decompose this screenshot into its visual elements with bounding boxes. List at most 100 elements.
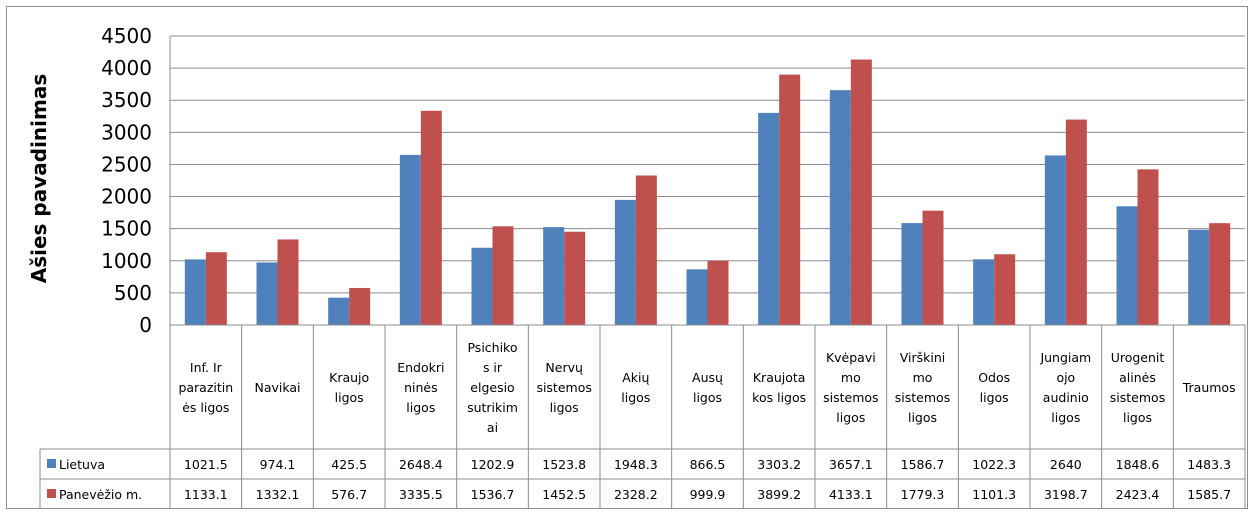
legend-label: Panevėžio m.: [59, 487, 142, 502]
category-label: Kvėpavi: [826, 350, 876, 365]
y-tick-label: 4500: [101, 24, 152, 48]
category-label: ligos: [621, 390, 650, 405]
bar-panevezio: [994, 254, 1016, 325]
category-label: mo: [841, 370, 861, 385]
category-label: Ausų: [692, 370, 723, 385]
category-label: Inf. Ir: [190, 360, 223, 375]
data-value-label: 1523.8: [542, 457, 586, 472]
data-value-label: 1452.5: [542, 487, 586, 502]
bar-panevezio: [420, 110, 442, 326]
y-tick-label: 4000: [101, 56, 152, 80]
y-axis-title: Ašies pavadinimas: [27, 74, 51, 284]
bar-lietuva: [399, 154, 421, 325]
bar-lietuva: [543, 227, 565, 325]
bar-panevezio: [205, 252, 227, 325]
bar-lietuva: [829, 90, 851, 326]
bar-panevezio: [635, 175, 657, 325]
data-value-label: 425.5: [331, 457, 367, 472]
data-value-label: 2648.4: [399, 457, 443, 472]
category-label: Odos: [978, 370, 1010, 385]
y-tick-label: 0: [139, 313, 152, 337]
category-label: Akių: [622, 370, 649, 385]
category-label: ės ligos: [182, 400, 229, 415]
data-value-label: 1332.1: [256, 487, 300, 502]
bar-lietuva: [1044, 155, 1066, 325]
bar-lietuva: [901, 223, 923, 325]
bar-lietuva: [1116, 206, 1138, 325]
category-label: sistemos: [895, 390, 950, 405]
category-label: audinio: [1043, 390, 1089, 405]
data-value-label: 3657.1: [829, 457, 873, 472]
bar-panevezio: [492, 226, 514, 325]
data-value-label: 1536.7: [471, 487, 515, 502]
y-tick-label: 2000: [101, 185, 152, 209]
category-label: ninės: [404, 380, 438, 395]
data-value-label: 3303.2: [757, 457, 801, 472]
data-value-label: 1585.7: [1187, 487, 1231, 502]
category-label: ligos: [693, 390, 722, 405]
data-value-label: 1202.9: [471, 457, 515, 472]
bar-panevezio: [1209, 223, 1231, 325]
data-value-label: 3335.5: [399, 487, 443, 502]
bar-lietuva: [256, 262, 278, 325]
category-label: ligos: [1123, 410, 1152, 425]
y-tick-label: 1500: [101, 217, 152, 241]
data-value-label: 999.9: [690, 487, 726, 502]
y-tick-label: 3000: [101, 120, 152, 144]
category-label: ai: [487, 420, 498, 435]
legend-swatch-panevezio: [47, 489, 56, 498]
data-value-label: 2328.2: [614, 487, 658, 502]
bar-lietuva: [614, 199, 636, 325]
category-label: ligos: [1051, 410, 1080, 425]
category-label: Kraujo: [329, 370, 369, 385]
category-label: Navikai: [254, 380, 300, 395]
category-label: mo: [913, 370, 933, 385]
data-value-label: 2640: [1050, 457, 1082, 472]
data-value-label: 1021.5: [184, 457, 228, 472]
category-label: Psichiko: [467, 340, 517, 355]
data-value-label: 3198.7: [1044, 487, 1088, 502]
bar-panevezio: [1065, 119, 1087, 325]
bar-panevezio: [707, 260, 729, 325]
bar-panevezio: [277, 239, 299, 325]
data-value-label: 1483.3: [1187, 457, 1231, 472]
category-label: Traumos: [1182, 380, 1236, 395]
category-label: kos ligos: [752, 390, 806, 405]
category-label: ojo: [1056, 370, 1075, 385]
bar-lietuva: [471, 247, 493, 325]
bar-panevezio: [922, 210, 944, 325]
data-value-label: 1022.3: [972, 457, 1016, 472]
y-tick-label: 1000: [101, 249, 152, 273]
bar-panevezio: [349, 287, 371, 325]
bar-lietuva: [686, 269, 708, 325]
category-label: ligos: [406, 400, 435, 415]
category-label: Endokri: [397, 360, 444, 375]
category-label: Kraujota: [753, 370, 806, 385]
category-label: sistemos: [1110, 390, 1165, 405]
bar-lietuva: [328, 297, 350, 325]
category-label: ligos: [335, 390, 364, 405]
category-label: Urogenit: [1111, 350, 1165, 365]
data-value-label: 1133.1: [184, 487, 228, 502]
category-label: Jungiam: [1039, 350, 1091, 365]
bar-lietuva: [184, 259, 206, 325]
bar-lietuva: [973, 259, 995, 325]
category-label: s ir: [483, 360, 503, 375]
data-value-label: 1779.3: [901, 487, 945, 502]
data-value-label: 576.7: [331, 487, 367, 502]
category-label: ligos: [836, 410, 865, 425]
data-value-label: 2423.4: [1116, 487, 1160, 502]
bar-lietuva: [758, 112, 780, 326]
category-label: ligos: [550, 400, 579, 415]
y-tick-label: 2500: [101, 152, 152, 176]
data-value-label: 1586.7: [901, 457, 945, 472]
category-label: Virškini: [900, 350, 946, 365]
data-value-label: 1101.3: [972, 487, 1016, 502]
category-label: Nervų: [545, 360, 583, 375]
legend-swatch-lietuva: [47, 459, 56, 468]
data-value-label: 1848.6: [1116, 457, 1160, 472]
data-value-label: 3899.2: [757, 487, 801, 502]
category-label: sistemos: [536, 380, 591, 395]
category-label: alinės: [1119, 370, 1156, 385]
